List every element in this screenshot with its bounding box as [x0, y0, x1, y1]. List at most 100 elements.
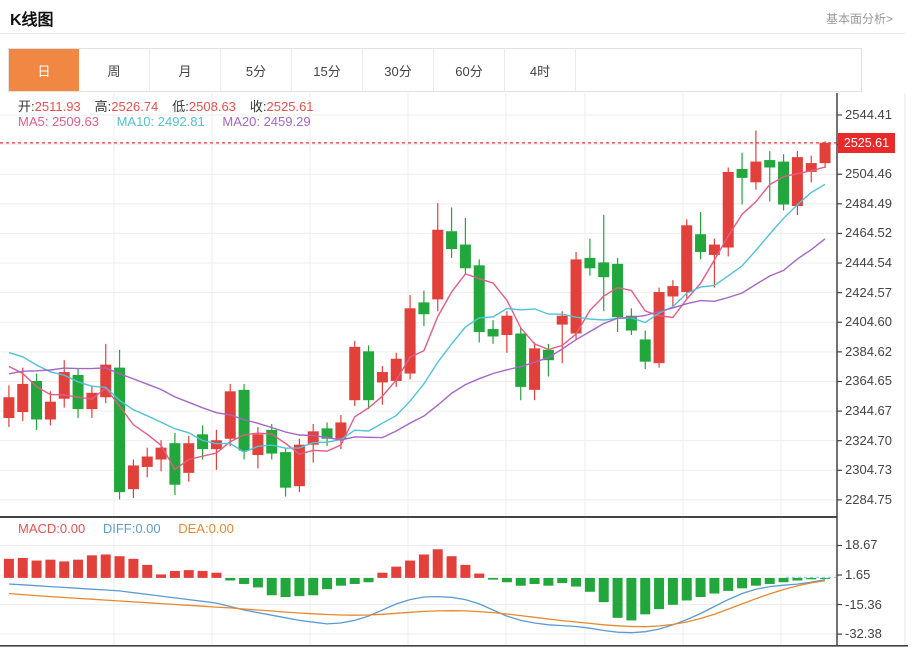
macd-bar — [681, 577, 692, 601]
tab-15分[interactable]: 15分 — [292, 49, 363, 91]
price-tick-2304.73: 2304.73 — [845, 462, 892, 478]
macd-bar — [750, 577, 761, 586]
macd-bar — [114, 556, 125, 578]
close-value: 2525.61 — [266, 99, 314, 114]
ma20-value: MA20: 2459.29 — [222, 114, 311, 129]
macd-bar — [584, 577, 595, 592]
macd-bar — [640, 577, 651, 615]
tab-5分[interactable]: 5分 — [221, 49, 292, 91]
ma5-value: MA5: 2509.63 — [18, 114, 99, 129]
price-tick-2504.46: 2504.46 — [845, 166, 892, 182]
macd-bar — [515, 577, 526, 586]
price-tick-2404.60: 2404.60 — [845, 314, 892, 330]
macd-bar — [225, 577, 236, 581]
macd-readout: MACD:0.00 DIFF:0.00 DEA:0.00 — [18, 521, 248, 536]
candle-body — [598, 262, 610, 278]
macd-bar — [820, 577, 831, 579]
price-tick-2384.62: 2384.62 — [845, 343, 892, 359]
price-tick-2444.54: 2444.54 — [845, 255, 892, 271]
candle-body — [653, 292, 665, 364]
macd-bar — [709, 577, 720, 594]
page-title: K线图 — [10, 12, 54, 29]
macd-tick-1.65: 1.65 — [845, 567, 871, 583]
candle-body — [390, 358, 402, 381]
candle-body — [293, 444, 305, 487]
tab-60分[interactable]: 60分 — [434, 49, 505, 91]
candle-body — [750, 161, 762, 183]
candle-body — [58, 372, 70, 399]
macd-bar — [806, 577, 817, 580]
candle-body — [100, 364, 112, 398]
macd-bar — [349, 577, 360, 584]
candle-body — [127, 465, 139, 490]
candle-body — [376, 372, 388, 383]
macd-bar — [778, 577, 789, 583]
macd-bar — [501, 577, 512, 583]
macd-bar — [211, 572, 222, 578]
macd-bar — [764, 577, 775, 584]
tab-周[interactable]: 周 — [79, 49, 150, 91]
macd-tick-18.67: 18.67 — [845, 537, 878, 553]
diff-line — [8, 578, 826, 634]
macd-bar — [612, 577, 623, 618]
macd-bar — [626, 577, 637, 621]
macd-bar — [280, 577, 291, 597]
tab-30分[interactable]: 30分 — [363, 49, 434, 91]
candle-body — [542, 349, 554, 361]
macd-bar — [31, 560, 42, 578]
candle-body — [197, 434, 209, 450]
candle-body — [72, 375, 84, 410]
price-tick-2324.70: 2324.70 — [845, 432, 892, 448]
tab-4时[interactable]: 4时 — [505, 49, 576, 91]
candle-body — [791, 157, 803, 207]
candle-body — [584, 257, 596, 269]
candle-body — [487, 329, 499, 337]
macd-bar — [737, 577, 748, 589]
price-tick-2344.67: 2344.67 — [845, 403, 892, 419]
macd-bar — [446, 556, 457, 578]
title-divider — [0, 33, 905, 34]
candle-body — [3, 397, 15, 419]
kline-chart-canvas[interactable] — [0, 93, 913, 649]
fundamental-analysis-link[interactable]: 基本面分析> — [825, 12, 893, 26]
macd-bar — [197, 570, 208, 578]
ma-readout: MA5: 2509.63 MA10: 2492.81 MA20: 2459.29 — [18, 114, 325, 129]
macd-bar — [156, 574, 167, 578]
candle-body — [432, 229, 444, 300]
candle-body — [363, 351, 375, 401]
macd-bar — [571, 577, 582, 587]
candle-body — [86, 392, 98, 410]
macd-bar — [3, 558, 14, 578]
current-price-flag: 2525.61 — [838, 133, 895, 153]
macd-bar — [418, 554, 429, 578]
price-tick-2364.65: 2364.65 — [845, 373, 892, 389]
macd-bar — [598, 577, 609, 603]
candle-body — [515, 333, 527, 387]
low-value: 2508.63 — [188, 99, 236, 114]
macd-bar — [183, 570, 194, 578]
candle-body — [114, 367, 126, 493]
candle-body — [321, 428, 333, 439]
candle-body — [210, 440, 222, 450]
macd-bar — [142, 564, 153, 578]
price-tick-2284.75: 2284.75 — [845, 491, 892, 507]
candle-body — [31, 380, 43, 420]
ma10-line — [8, 183, 826, 453]
candle-body — [681, 225, 693, 293]
diff-value: DIFF:0.00 — [102, 521, 161, 536]
macd-bar — [695, 577, 706, 597]
candle-body — [446, 231, 458, 250]
candle-body — [819, 142, 831, 164]
tab-日[interactable]: 日 — [9, 49, 79, 91]
macd-bar — [128, 558, 139, 578]
macd-bar — [322, 577, 333, 590]
candle-body — [805, 163, 817, 172]
macd-bar — [405, 560, 416, 578]
macd-bar — [169, 570, 180, 578]
candle-body — [667, 286, 679, 297]
candle-body — [335, 422, 347, 439]
macd-bar — [73, 559, 84, 578]
candle-body — [473, 265, 485, 333]
tab-月[interactable]: 月 — [150, 49, 221, 91]
candle-body — [252, 434, 264, 456]
